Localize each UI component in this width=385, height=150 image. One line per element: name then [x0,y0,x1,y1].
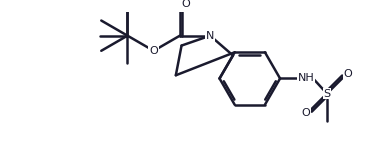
Text: N: N [206,31,214,41]
Text: O: O [301,108,310,118]
Text: O: O [344,69,353,79]
Text: NH: NH [297,74,314,84]
Text: O: O [149,46,158,56]
Text: S: S [323,89,331,99]
Text: O: O [181,0,190,9]
